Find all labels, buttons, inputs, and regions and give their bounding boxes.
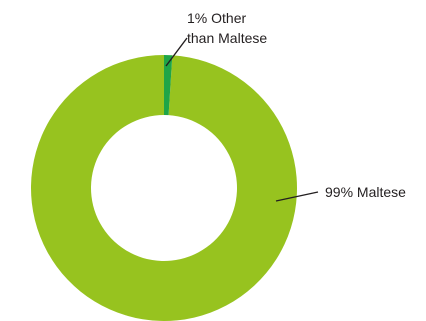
leader-line-maltese [275,191,319,202]
leader-line-other [165,37,188,67]
slice-maltese [30,55,298,321]
label-other-line-2: than Maltese [187,30,267,46]
slice-other [164,55,173,116]
label-other-line-1: 1% Other [187,10,246,26]
label-maltese-line-1: 99% Maltese [325,184,406,200]
